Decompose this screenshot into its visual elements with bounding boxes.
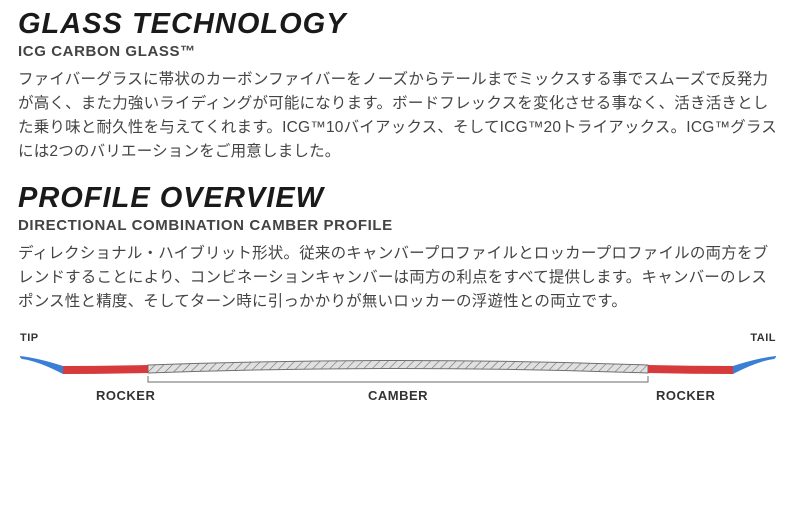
profile-overview-title: PROFILE OVERVIEW xyxy=(18,182,782,215)
glass-technology-body: ファイバーグラスに帯状のカーボンファイバーをノーズからテールまでミックスする事で… xyxy=(18,68,782,164)
profile-overview-body: ディレクショナル・ハイブリット形状。従来のキャンバープロファイルとロッカープロフ… xyxy=(18,242,782,314)
glass-technology-title: GLASS TECHNOLOGY xyxy=(18,8,782,41)
page: GLASS TECHNOLOGY ICG CARBON GLASS™ ファイバー… xyxy=(0,0,800,422)
camber-profile-diagram: TIP TAIL ROCKER CAMBER ROCKER xyxy=(18,332,778,412)
rocker-label-right: ROCKER xyxy=(656,388,715,403)
icg-carbon-glass-subtitle: ICG CARBON GLASS™ xyxy=(18,43,782,60)
directional-camber-subtitle: DIRECTIONAL COMBINATION CAMBER PROFILE xyxy=(18,217,782,234)
